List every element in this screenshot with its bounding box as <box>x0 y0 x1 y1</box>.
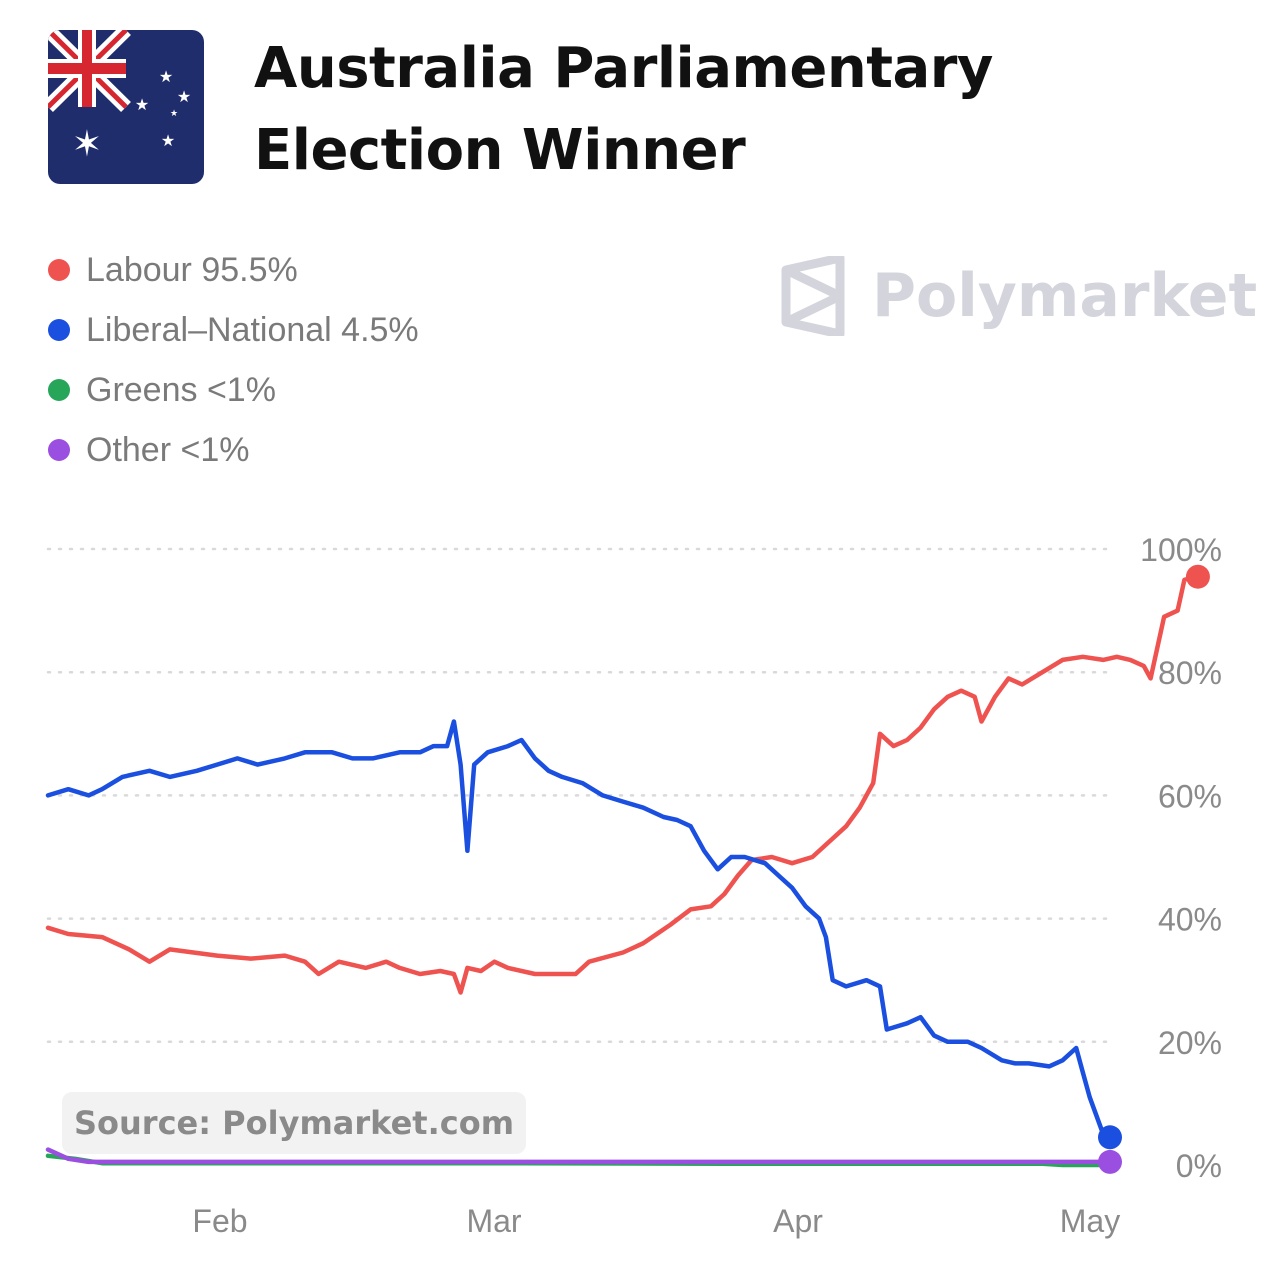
svg-text:★: ★ <box>161 133 175 150</box>
end-point-labour <box>1185 564 1210 589</box>
legend-label: Greens <1% <box>86 370 276 409</box>
liberal-national-dot-icon <box>48 319 70 341</box>
svg-text:★: ★ <box>159 69 173 86</box>
x-tick-label: Apr <box>773 1203 823 1239</box>
svg-text:★: ★ <box>170 108 178 118</box>
x-tick-label: May <box>1060 1203 1120 1239</box>
legend: Labour 95.5% Liberal–National 4.5% Green… <box>48 240 419 480</box>
legend-item-other: Other <1% <box>48 420 419 480</box>
legend-item-greens: Greens <1% <box>48 360 419 420</box>
svg-text:✶: ✶ <box>72 123 102 164</box>
svg-text:★: ★ <box>177 89 191 106</box>
y-tick-label: 40% <box>1158 902 1222 938</box>
chart-title: Australia Parliamentary Election Winner <box>254 36 993 183</box>
y-tick-label: 20% <box>1158 1025 1222 1061</box>
greens-dot-icon <box>48 379 70 401</box>
end-point-other <box>1098 1149 1122 1174</box>
polymarket-logo-icon <box>781 256 845 336</box>
watermark-text: Polymarket <box>872 261 1258 331</box>
y-tick-label: 60% <box>1158 778 1222 814</box>
y-tick-label: 0% <box>1176 1148 1222 1184</box>
y-tick-label: 100% <box>1140 532 1222 568</box>
chart-grid <box>46 547 1112 1044</box>
y-tick-label: 80% <box>1158 655 1222 691</box>
other-dot-icon <box>48 439 70 461</box>
y-axis-ticks: 0% 20% 40% 60% 80% 100% <box>1140 532 1222 1184</box>
series-end-dots <box>1098 564 1210 1174</box>
x-axis-ticks: Feb Mar Apr May <box>192 1203 1120 1239</box>
series-line-liberal-national <box>45 719 1113 1140</box>
legend-item-liberal-national: Liberal–National 4.5% <box>48 300 419 360</box>
series-line-other <box>45 1147 1113 1165</box>
legend-label: Other <1% <box>86 430 250 469</box>
svg-text:★: ★ <box>135 97 149 114</box>
x-tick-label: Feb <box>192 1203 247 1239</box>
series-line-labour <box>45 574 1201 995</box>
chart-series <box>45 574 1201 1168</box>
polymarket-watermark: Polymarket <box>780 256 1257 336</box>
line-chart: 0% 20% 40% 60% 80% 100% Feb Mar Apr May <box>45 532 1222 1239</box>
x-tick-label: Mar <box>466 1203 521 1239</box>
end-point-liberal-national <box>1098 1125 1122 1150</box>
labour-dot-icon <box>48 259 70 281</box>
legend-label: Liberal–National 4.5% <box>86 310 419 349</box>
source-label: Source: Polymarket.com <box>62 1092 526 1154</box>
legend-label: Labour 95.5% <box>86 250 298 289</box>
australia-flag-icon: ✶ ★ ★ ★ ★ ★ <box>48 30 204 184</box>
legend-item-labour: Labour 95.5% <box>48 240 419 300</box>
